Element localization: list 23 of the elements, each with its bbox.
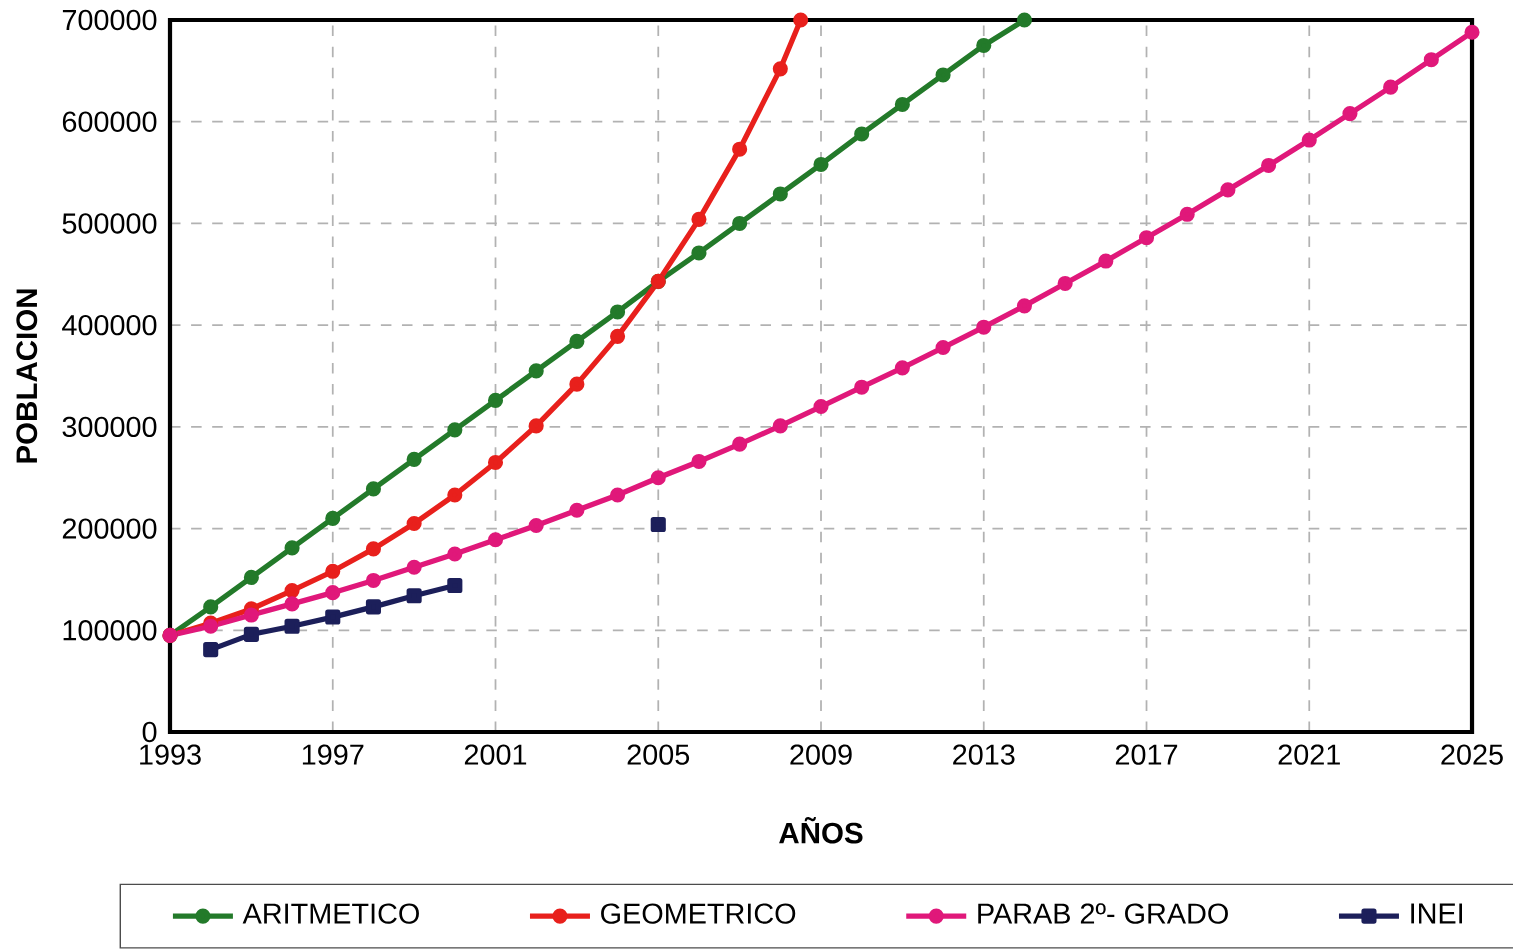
y-tick-label: 100000 xyxy=(63,620,157,641)
y-tick-label: 400000 xyxy=(62,314,157,336)
x-tick-label: 2001 xyxy=(464,744,527,765)
y-tick-label: 300000 xyxy=(62,416,157,438)
y-tick-label: 500000 xyxy=(62,213,157,234)
legend-label: ARITMETICO xyxy=(242,903,419,924)
x-tick-label: 2021 xyxy=(1278,744,1340,765)
x-tick-label: 2013 xyxy=(953,744,1015,765)
y-tick-label: 0 xyxy=(142,721,157,743)
y-tick-label: 200000 xyxy=(62,518,157,539)
x-axis-title: AÑOS xyxy=(779,816,863,844)
y-axis-title: POBLACION xyxy=(16,289,38,463)
y-tick-label: 700000 xyxy=(62,9,157,31)
x-tick-label: 2025 xyxy=(1441,744,1503,765)
x-tick-label: 1993 xyxy=(140,744,201,765)
x-tick-label: 1997 xyxy=(302,744,364,765)
x-tick-label: 2009 xyxy=(790,744,852,765)
legend-label: GEOMETRICO xyxy=(601,903,796,924)
y-tick-label: 600000 xyxy=(62,111,157,132)
x-tick-label: 2005 xyxy=(627,744,690,765)
x-tick-label: 2017 xyxy=(1115,744,1178,765)
legend-label: INEI xyxy=(1411,903,1463,924)
legend-label: PARAB 2º- GRADO xyxy=(978,903,1228,924)
